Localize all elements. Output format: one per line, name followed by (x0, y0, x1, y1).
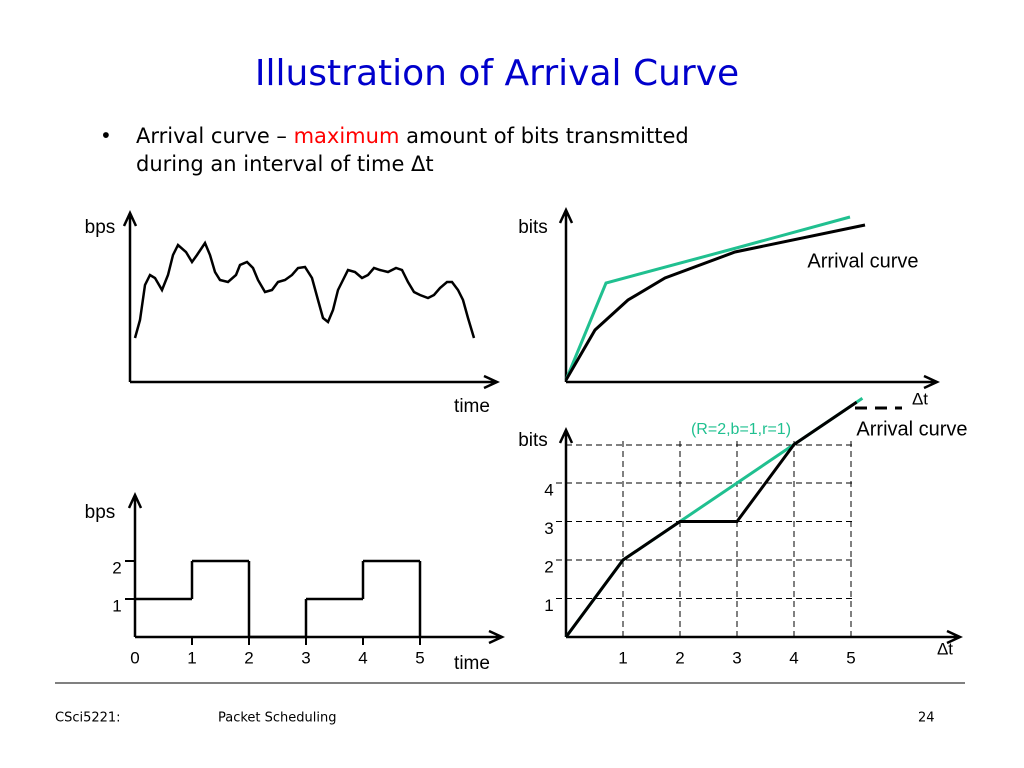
footer-topic: Packet Scheduling (218, 711, 337, 726)
curve-label: Arrival curve (856, 418, 967, 440)
axis (558, 207, 940, 390)
axis (127, 492, 505, 645)
bullet-text: Arrival curve – (136, 124, 294, 148)
x-tick-label: 3 (732, 648, 741, 667)
page-number: 24 (918, 711, 935, 726)
y-tick-label: 2 (112, 558, 121, 577)
axis (122, 210, 500, 390)
x-tick-label: 4 (789, 648, 798, 667)
arrival-curve (564, 223, 866, 381)
y-tick-label: 1 (544, 596, 553, 615)
axis-label: Δt (937, 639, 953, 658)
x-tick-label: 4 (358, 648, 367, 667)
slide-title: Illustration of Arrival Curve (255, 53, 739, 94)
x-tick-label: 1 (618, 648, 627, 667)
axis-label: bps (85, 502, 116, 523)
x-tick-label: 0 (130, 648, 139, 667)
curve-label: Arrival curve (807, 250, 918, 272)
rate-trace (133, 240, 476, 339)
y-tick-label: 4 (544, 480, 553, 499)
envelope-label: (R=2,b=1,r=1) (691, 421, 791, 438)
axis-label: bps (85, 217, 116, 238)
bullet-highlight: maximum (294, 124, 400, 148)
y-tick-label: 2 (544, 557, 553, 576)
axis-label: Δt (912, 389, 928, 408)
arrival-line (564, 400, 858, 638)
bullet-line: Arrival curve – maximum amount of bits t… (136, 124, 689, 148)
x-tick-label: 3 (301, 648, 310, 667)
axes (122, 210, 500, 390)
axis-label: bits (518, 430, 548, 451)
axis-label: bits (518, 217, 548, 238)
y-tick-label: 1 (112, 596, 121, 615)
y-tick-label: 3 (544, 519, 553, 538)
x-tick-label: 2 (244, 648, 253, 667)
envelope-curve (564, 215, 851, 381)
x-tick-label: 5 (415, 648, 424, 667)
footer-course: CSci5221: (55, 711, 121, 726)
axis (558, 427, 963, 645)
bullet-line: during an interval of time Δt (136, 152, 434, 176)
bullet-text: amount of bits transmitted (399, 124, 688, 148)
axis-label: time (454, 396, 490, 417)
x-tick-label: 1 (187, 648, 196, 667)
bullet-dot: • (100, 124, 112, 148)
axis-label: time (454, 653, 490, 674)
x-tick-label: 5 (846, 648, 855, 667)
x-tick-label: 2 (675, 648, 684, 667)
